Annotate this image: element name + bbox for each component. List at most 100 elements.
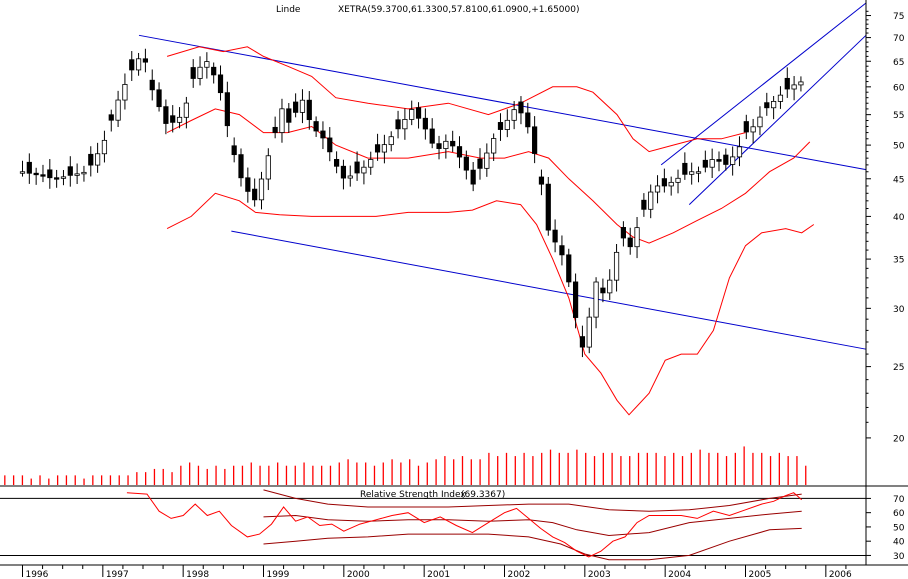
rsi-line — [126, 492, 803, 558]
time-tick-label: 1999 — [266, 570, 289, 579]
candle-body — [252, 188, 258, 201]
rsi-axis: 30 40 50 60 70 — [866, 495, 905, 562]
candle-body — [566, 254, 572, 283]
candle-body — [33, 172, 39, 176]
candle-body — [327, 137, 333, 153]
candle-body — [306, 99, 312, 121]
candle-body — [245, 177, 251, 192]
candle-body — [333, 159, 340, 167]
candle-body — [415, 107, 422, 119]
candle-body — [231, 145, 237, 156]
candle-body — [791, 84, 797, 90]
candle-body — [26, 161, 32, 174]
candle-body — [163, 106, 169, 124]
candle-body — [122, 84, 128, 101]
candle-body — [176, 116, 183, 123]
candle-body — [108, 114, 114, 121]
rsi-tick-label: 50 — [893, 523, 905, 533]
candle-body — [67, 166, 73, 176]
candle-body — [538, 176, 545, 185]
price-tick-label: 35 — [893, 256, 904, 266]
candle-body — [374, 144, 381, 153]
candle-body — [784, 77, 790, 90]
candle-body — [586, 316, 592, 348]
candle-body — [777, 94, 784, 102]
time-axis: 1996 1997 1998 1999 2000 2001 2002 2003 2004 2005… — [21, 565, 852, 579]
candle-body — [74, 173, 80, 176]
rsi-envelope-middle — [263, 510, 802, 537]
trendline-3 — [660, 2, 867, 166]
rsi-tick-label: 60 — [893, 509, 905, 519]
candle-body — [81, 171, 87, 175]
price-tick-label: 75 — [893, 12, 904, 22]
rsi-value: (69.3367) — [461, 490, 505, 500]
rsi-tick-label: 70 — [893, 495, 905, 505]
candle-body — [197, 66, 203, 79]
candle-body — [477, 158, 483, 169]
candle-body — [135, 58, 142, 71]
candle-body — [463, 156, 469, 171]
candle-body — [613, 251, 620, 281]
candle-body — [620, 227, 626, 239]
candle-body — [634, 227, 640, 248]
candle-body — [211, 66, 217, 76]
rsi-tick-label: 40 — [893, 538, 905, 548]
candle-body — [443, 140, 449, 149]
candle-body — [388, 136, 394, 146]
candle-body — [716, 159, 722, 162]
candle-body — [88, 153, 94, 166]
candle-body — [409, 109, 415, 120]
candle-body — [743, 121, 749, 133]
chart-frame — [0, 0, 908, 566]
candle-body — [695, 171, 702, 174]
time-tick-label: 2006 — [829, 570, 852, 579]
candle-body — [450, 140, 456, 147]
candle-body — [525, 112, 531, 128]
time-tick-label: 2001 — [427, 570, 450, 579]
candle-body — [593, 281, 599, 318]
candle-body — [313, 121, 319, 132]
rsi-envelope-lower — [263, 527, 802, 561]
candle-body — [572, 281, 579, 318]
candle-body — [354, 161, 360, 174]
candle-body — [470, 169, 476, 185]
candle-body — [579, 336, 586, 348]
candle-body — [689, 171, 695, 175]
candle-body — [723, 154, 729, 165]
candle-body — [101, 139, 108, 155]
volume-panel — [4, 446, 807, 485]
candle-body — [149, 79, 155, 91]
bollinger-middle-line — [166, 108, 811, 244]
candle-body — [272, 126, 278, 133]
candle-body — [497, 122, 504, 130]
price-panel — [19, 2, 867, 416]
time-tick-label: 1997 — [106, 570, 129, 579]
candle-body — [709, 159, 715, 168]
candlesticks — [19, 48, 804, 358]
candle-body — [661, 178, 667, 187]
candle-body — [641, 199, 647, 210]
candle-body — [54, 177, 60, 180]
candle-body — [47, 169, 53, 179]
candle-body — [504, 119, 510, 130]
price-tick-label: 60 — [893, 83, 905, 93]
bollinger-lower-line — [166, 192, 815, 416]
time-tick-label: 1998 — [186, 570, 209, 579]
candle-body — [627, 237, 633, 248]
candle-body — [204, 61, 210, 68]
candle-body — [675, 177, 681, 183]
candle-body — [190, 67, 196, 79]
candle-body — [361, 166, 367, 174]
rsi-title: Relative Strength Index — [360, 490, 466, 500]
candle-body — [115, 99, 121, 121]
price-axis: 20 25 30 35 40 45 50 55 60 65 70 75 — [866, 10, 905, 444]
candle-body — [286, 108, 292, 123]
candle-body — [60, 176, 67, 179]
time-tick-label: 2005 — [748, 570, 771, 579]
trendline-2 — [231, 230, 867, 350]
bollinger-bands — [166, 46, 815, 416]
rsi-envelope-upper — [263, 489, 802, 512]
candle-body — [545, 183, 551, 231]
candle-body — [95, 153, 101, 166]
